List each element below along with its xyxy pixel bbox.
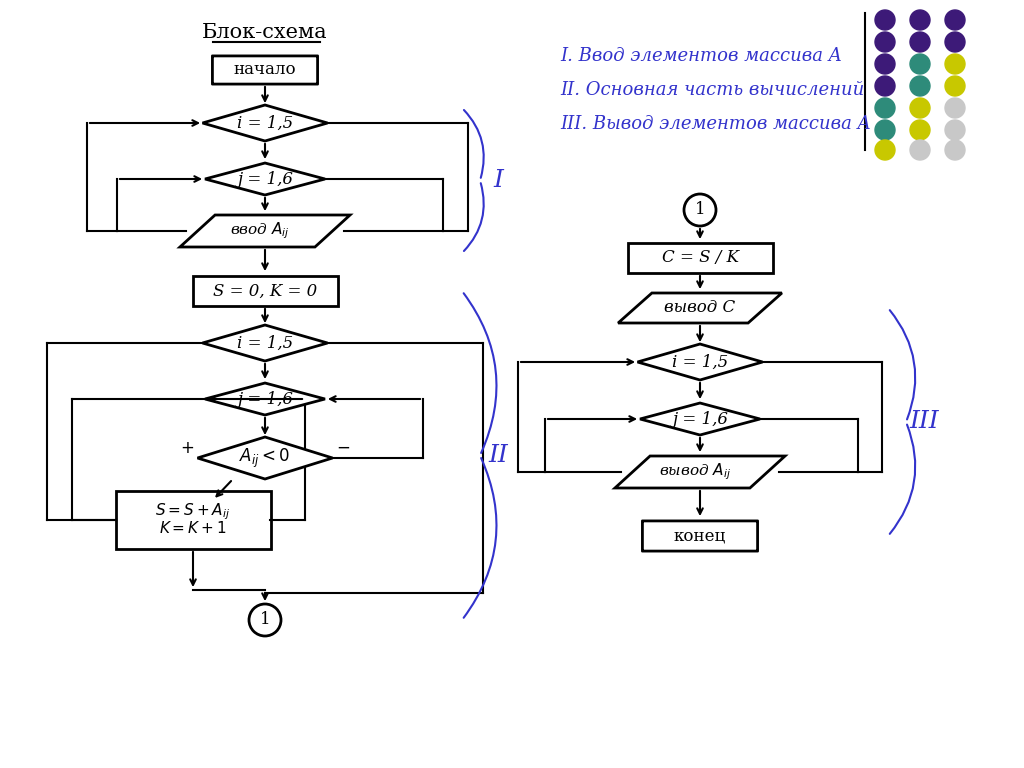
Circle shape xyxy=(945,98,965,118)
Text: Блок-схема: Блок-схема xyxy=(202,24,328,42)
Text: конец: конец xyxy=(674,528,726,545)
Polygon shape xyxy=(638,344,763,380)
Text: $A_{ij} < 0$: $A_{ij} < 0$ xyxy=(240,446,291,469)
Text: S = 0, K = 0: S = 0, K = 0 xyxy=(213,283,317,300)
Text: j = 1,6: j = 1,6 xyxy=(237,170,293,187)
Polygon shape xyxy=(205,163,325,195)
Text: $S = S + A_{ij}$: $S = S + A_{ij}$ xyxy=(156,502,230,522)
Polygon shape xyxy=(180,215,350,247)
Circle shape xyxy=(945,76,965,96)
Bar xyxy=(193,276,338,306)
Text: начало: начало xyxy=(233,61,296,78)
FancyBboxPatch shape xyxy=(212,56,317,84)
Text: +: + xyxy=(180,439,194,457)
Circle shape xyxy=(910,32,930,52)
Text: II: II xyxy=(488,444,508,467)
Text: j = 1,6: j = 1,6 xyxy=(237,390,293,408)
Circle shape xyxy=(684,194,716,226)
Polygon shape xyxy=(203,325,328,361)
Text: 1: 1 xyxy=(694,201,706,219)
Text: I: I xyxy=(494,169,503,192)
Text: $K = K + 1$: $K = K + 1$ xyxy=(159,520,227,536)
Circle shape xyxy=(910,120,930,140)
Circle shape xyxy=(945,120,965,140)
Circle shape xyxy=(945,10,965,30)
Circle shape xyxy=(945,140,965,160)
Circle shape xyxy=(874,32,895,52)
Polygon shape xyxy=(618,293,782,323)
Text: j = 1,6: j = 1,6 xyxy=(672,411,728,428)
Bar xyxy=(116,491,270,549)
Circle shape xyxy=(910,98,930,118)
Circle shape xyxy=(910,54,930,74)
Circle shape xyxy=(874,10,895,30)
Circle shape xyxy=(910,76,930,96)
Circle shape xyxy=(874,54,895,74)
Circle shape xyxy=(874,98,895,118)
Polygon shape xyxy=(615,456,785,488)
Text: i = 1,5: i = 1,5 xyxy=(237,114,293,131)
Text: I. Ввод элементов массива A: I. Ввод элементов массива A xyxy=(560,47,842,65)
Text: 1: 1 xyxy=(260,611,270,628)
Text: вывод $A_{ij}$: вывод $A_{ij}$ xyxy=(658,462,731,482)
Text: II. Основная часть вычислений: II. Основная часть вычислений xyxy=(560,81,864,99)
Text: i = 1,5: i = 1,5 xyxy=(672,353,728,370)
Text: −: − xyxy=(336,439,350,457)
Circle shape xyxy=(249,604,281,636)
Bar xyxy=(628,243,772,273)
Circle shape xyxy=(910,140,930,160)
FancyBboxPatch shape xyxy=(642,521,758,551)
Text: C = S / K: C = S / K xyxy=(662,250,738,266)
Circle shape xyxy=(910,10,930,30)
Text: вывод C: вывод C xyxy=(665,300,735,316)
Polygon shape xyxy=(640,403,760,435)
Circle shape xyxy=(874,120,895,140)
Circle shape xyxy=(874,76,895,96)
Circle shape xyxy=(874,140,895,160)
Circle shape xyxy=(945,32,965,52)
Text: III: III xyxy=(909,411,939,433)
Polygon shape xyxy=(203,105,328,141)
Polygon shape xyxy=(205,383,325,415)
Text: III. Вывод элементов массива A: III. Вывод элементов массива A xyxy=(560,115,870,133)
Polygon shape xyxy=(198,437,333,479)
Text: ввод $A_{ij}$: ввод $A_{ij}$ xyxy=(230,220,290,241)
Text: i = 1,5: i = 1,5 xyxy=(237,335,293,352)
Circle shape xyxy=(945,54,965,74)
